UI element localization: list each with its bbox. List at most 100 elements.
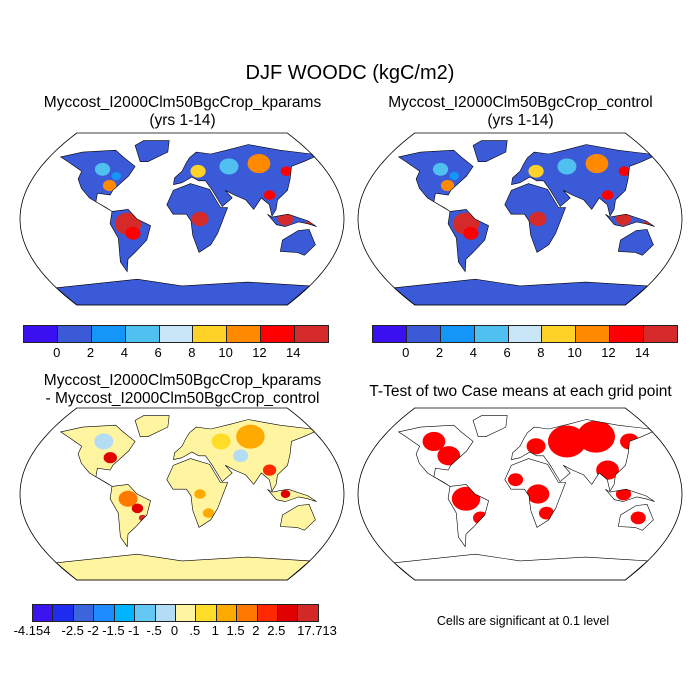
colorbar-label: 1 [211, 623, 219, 638]
coastline [617, 229, 654, 256]
coastline [617, 504, 654, 531]
coastline [59, 424, 136, 487]
colorbar-swatch [114, 605, 136, 621]
colorbar-label: 2 [435, 345, 444, 360]
coastline [397, 149, 474, 212]
data-patch [630, 511, 646, 525]
data-patch [202, 508, 215, 518]
colorbar-label: 6 [154, 345, 162, 360]
colorbar-label: 4 [469, 345, 477, 360]
data-patch [111, 172, 122, 180]
coastline [397, 424, 474, 487]
colorbar-difference [32, 604, 319, 622]
colorbar-label: 2.5 [267, 623, 286, 638]
colorbar-label: 12 [601, 345, 616, 360]
coastline [109, 484, 151, 548]
land-fill [394, 415, 655, 580]
data-patch [233, 449, 249, 463]
map-ttest [357, 407, 683, 581]
data-patch [472, 511, 489, 525]
colorbar-label: -1.5 [102, 623, 125, 638]
data-patch [440, 179, 455, 192]
colorbar-swatch [261, 326, 296, 342]
map-kparams [19, 132, 345, 306]
colorbar-swatch [135, 605, 156, 621]
coastline [267, 213, 317, 227]
colorbar-swatch [237, 605, 258, 621]
data-patch [125, 226, 141, 240]
colorbar-swatch [227, 326, 262, 342]
colorbar-swatch [644, 326, 678, 342]
colorbar-swatch [474, 326, 509, 342]
data-patch [507, 473, 524, 487]
coastline [134, 140, 170, 162]
data-patch [618, 166, 631, 177]
data-patch [138, 514, 147, 522]
panel-title-ttest: T-Test of two Case means at each grid po… [369, 383, 672, 400]
data-patch [277, 212, 294, 226]
data-patch [615, 487, 632, 501]
data-patch [528, 164, 544, 178]
colorbar-swatch [440, 326, 475, 342]
map-border [19, 407, 345, 581]
colorbar-swatch [508, 326, 543, 342]
data-patch [432, 162, 449, 176]
land-fill [56, 415, 317, 580]
data-patch [247, 153, 271, 174]
colorbar-label: .5 [189, 623, 201, 638]
colorbar-swatch [257, 605, 279, 621]
panel-title-line2: - Myccost_I2000Clm50BgcCrop_control [45, 390, 320, 407]
data-patch [236, 424, 265, 449]
coastline [472, 140, 508, 162]
data-patch [194, 489, 206, 499]
data-patch [529, 211, 547, 227]
colorbar-label: 2 [252, 623, 260, 638]
colorbar-swatch [73, 605, 95, 621]
data-patch [103, 452, 117, 464]
coastline [166, 183, 229, 253]
coastline [504, 183, 567, 253]
data-patch [451, 486, 481, 511]
coastline [605, 213, 655, 227]
data-patch [262, 464, 277, 476]
coastline [279, 229, 316, 256]
panel-title-line1: Myccost_I2000Clm50BgcCrop_kparams [43, 372, 322, 389]
data-patch [596, 460, 619, 480]
coastline [279, 504, 316, 531]
data-patch [280, 166, 293, 177]
colorbar-control [372, 325, 678, 343]
data-patch [118, 490, 138, 507]
colorbar-label: 4 [120, 345, 128, 360]
coastline [511, 419, 653, 492]
colorbar-label: -1 [128, 623, 140, 638]
coastline [166, 458, 229, 528]
map-border [19, 132, 345, 306]
colorbar-swatch [175, 605, 197, 621]
data-patch [585, 153, 609, 174]
data-patch [577, 420, 615, 453]
colorbar-swatch [91, 326, 126, 342]
data-patch [463, 226, 479, 240]
data-patch [94, 433, 114, 450]
colorbar-swatch [155, 605, 176, 621]
data-patch [211, 433, 231, 450]
colorbar-swatch [406, 326, 441, 342]
colorbar-swatch [542, 326, 577, 342]
colorbar-swatch [57, 326, 92, 342]
colorbar-swatch [159, 326, 194, 342]
map-border [357, 407, 683, 581]
coastline [134, 415, 170, 437]
map-control [357, 132, 683, 306]
map-border [357, 132, 683, 306]
data-patch [263, 190, 276, 200]
coastline [472, 415, 508, 437]
colorbar-swatch [216, 605, 238, 621]
panel-title-control: Myccost_I2000Clm50BgcCrop_control (yrs 1… [358, 94, 683, 130]
colorbar-label: 0 [53, 345, 61, 360]
coastline [173, 419, 315, 492]
data-patch [526, 484, 550, 504]
coastline [109, 209, 151, 273]
data-patch [449, 172, 460, 180]
coastline [605, 488, 655, 502]
